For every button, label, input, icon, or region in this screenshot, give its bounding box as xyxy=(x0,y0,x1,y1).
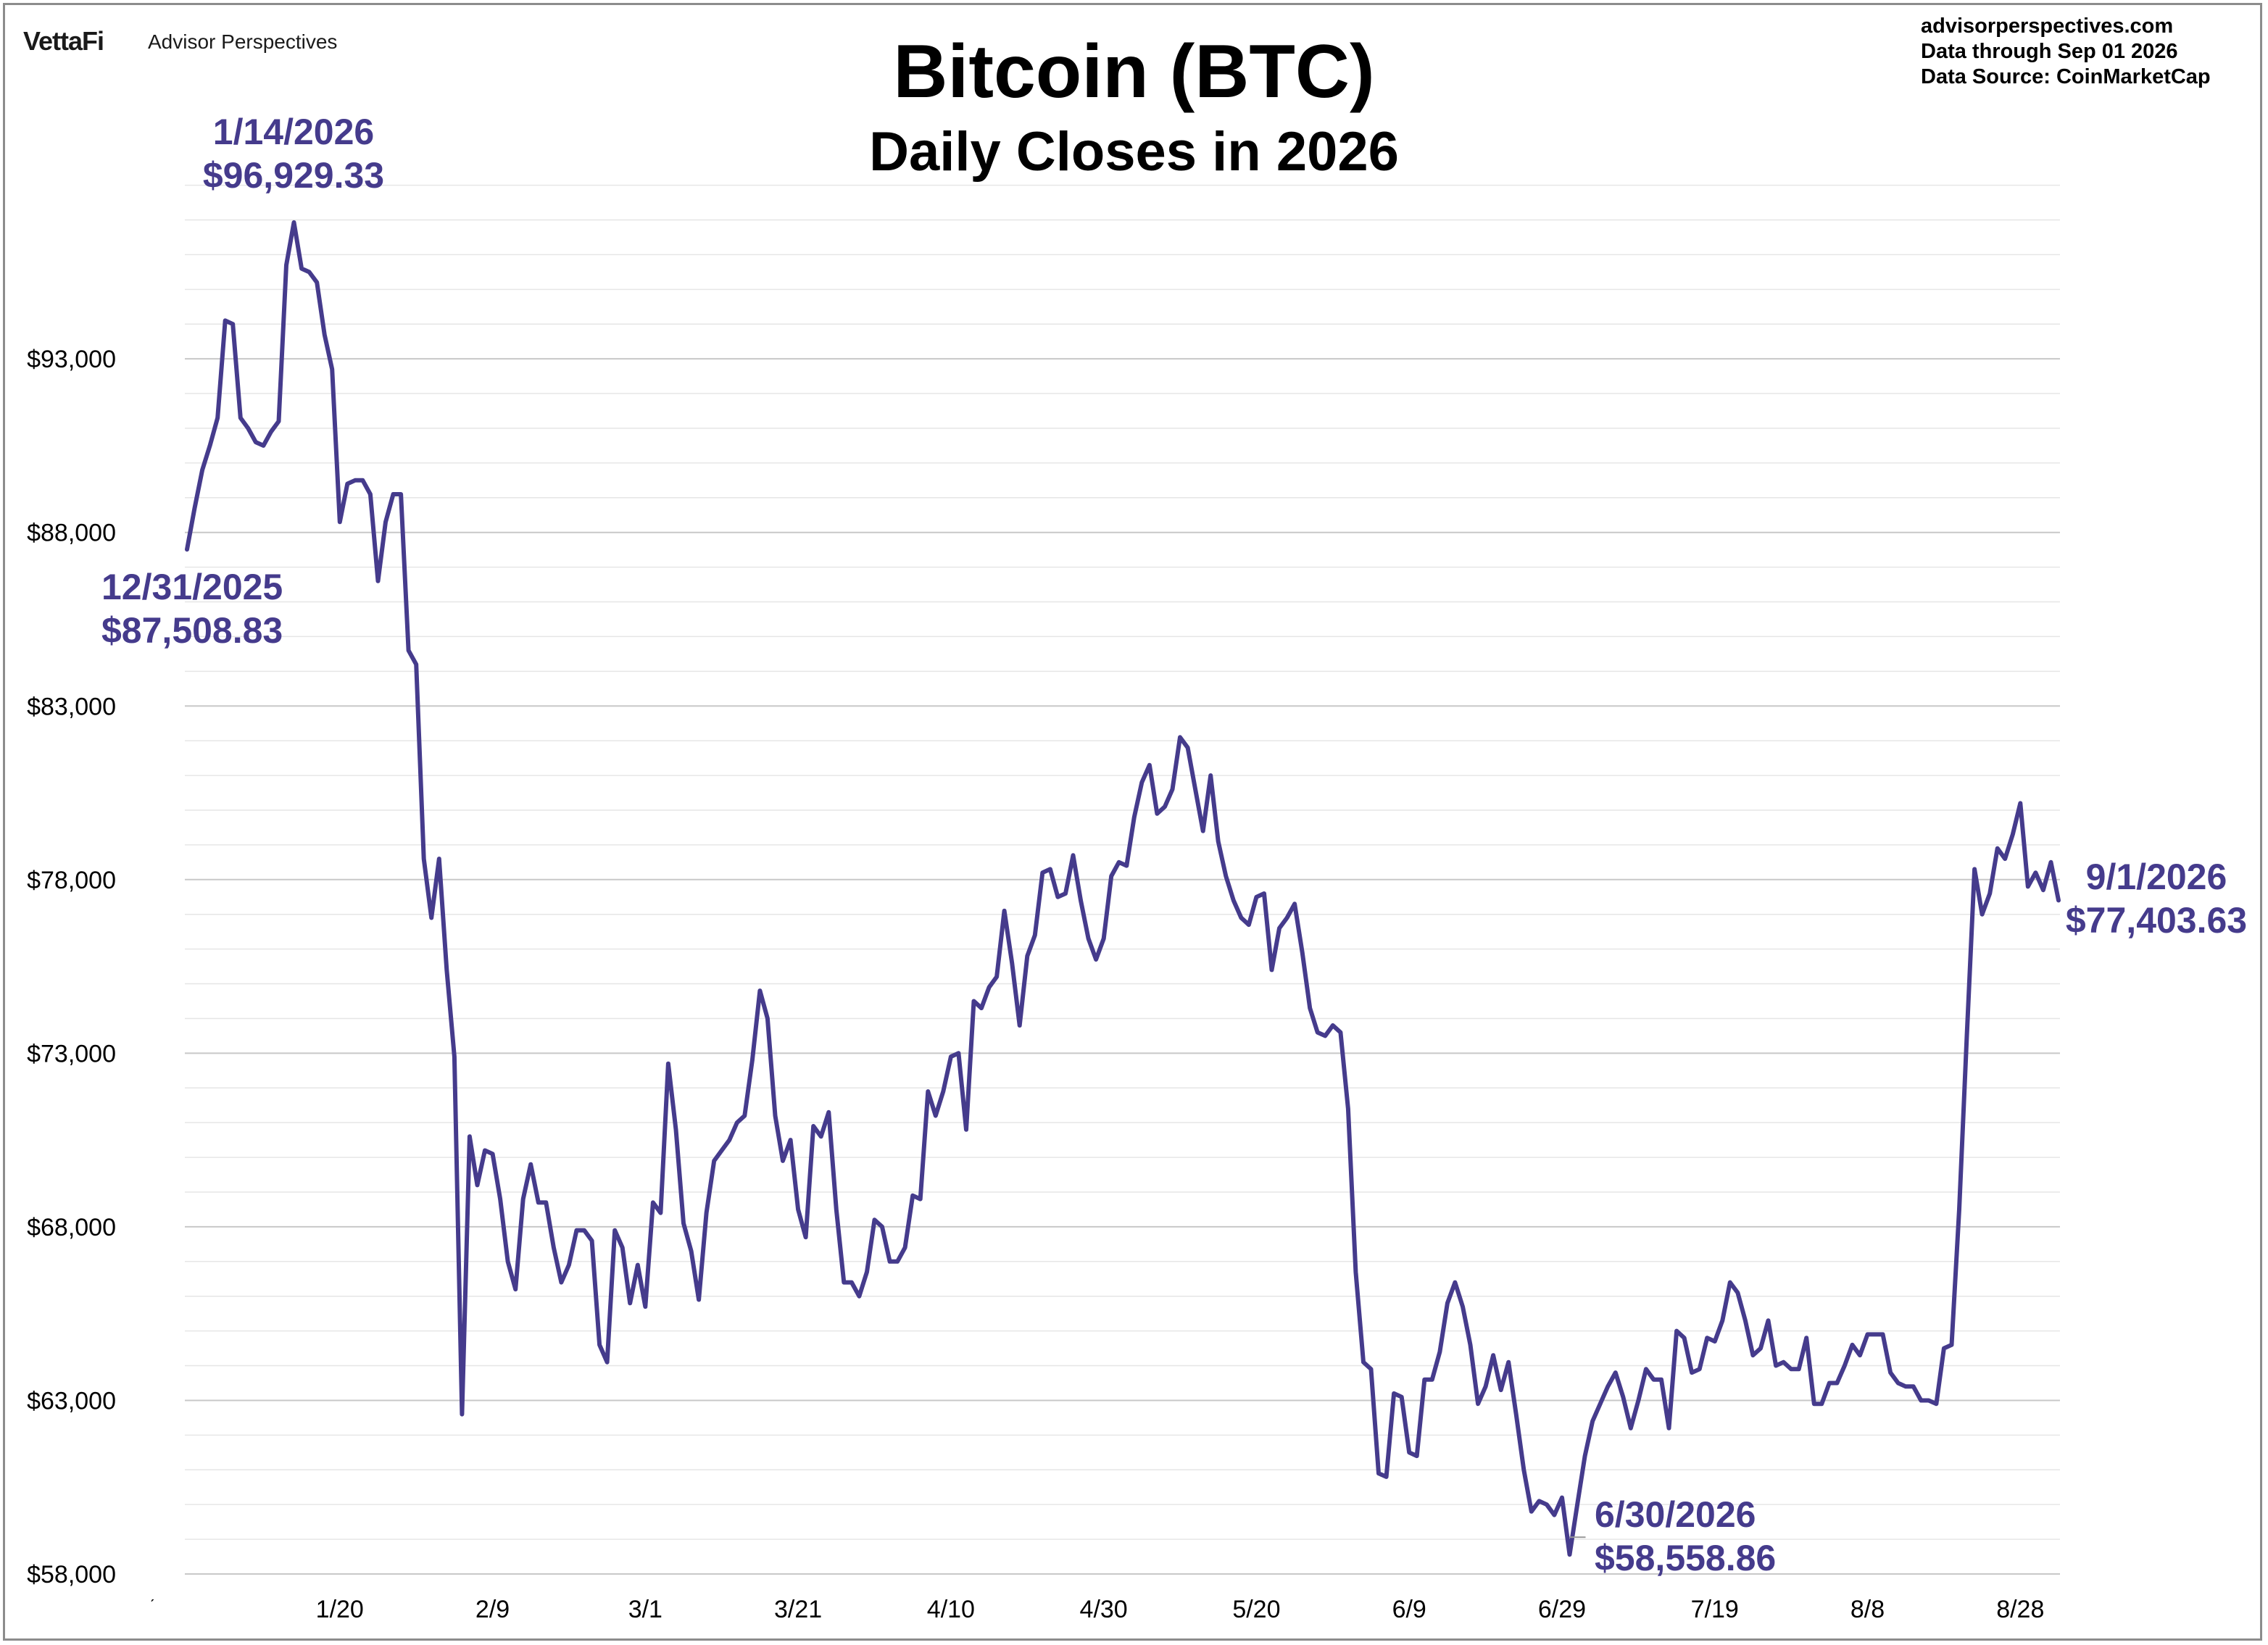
annotation-low-value: $58,558.86 xyxy=(1595,1538,1777,1578)
annotation-end: 9/1/2026 $77,403.63 xyxy=(2055,855,2258,942)
chart-title: Bitcoin (BTC) xyxy=(893,30,1375,114)
site-url: advisorperspectives.com xyxy=(1921,14,2174,38)
x-tick-label: 2/9 xyxy=(475,1596,510,1623)
x-tick-label: 8/8 xyxy=(1850,1596,1885,1623)
x-tick-label: 5/20 xyxy=(1232,1596,1280,1623)
x-tick-label: 4/10 xyxy=(927,1596,975,1623)
y-tick-label: $78,000 xyxy=(27,867,116,894)
annotation-peak-value: $96,929.33 xyxy=(202,155,385,196)
vettafi-logo: VettaFi xyxy=(23,26,104,56)
y-tick-label: $83,000 xyxy=(27,693,116,720)
x-tick-label: 4/30 xyxy=(1080,1596,1128,1623)
annotation-start-date: 12/31/2025 xyxy=(101,567,283,607)
x-tick-label: 1/20 xyxy=(316,1596,364,1623)
btc-price-line xyxy=(185,220,2061,1557)
chart-frame xyxy=(3,3,2262,1641)
annotation-start-value: $87,508.83 xyxy=(101,610,283,651)
annotation-start: 12/31/2025 $87,508.83 xyxy=(101,565,312,652)
annotation-peak-date: 1/14/2026 xyxy=(212,112,375,152)
annotation-low: 6/30/2026 $58,558.86 xyxy=(1595,1493,1812,1580)
x-tick-label: 3/21 xyxy=(774,1596,822,1623)
annotation-end-date: 9/1/2026 xyxy=(2085,857,2227,897)
annotation-peak: 1/14/2026 $96,929.33 xyxy=(185,110,402,197)
y-tick-label: $63,000 xyxy=(27,1387,116,1415)
y-tick-label: $58,000 xyxy=(27,1561,116,1588)
y-tick-label: $68,000 xyxy=(27,1214,116,1241)
x-tick-label: 8/28 xyxy=(1996,1596,2044,1623)
annotation-low-date: 6/30/2026 xyxy=(1595,1494,1756,1535)
data-source-label: Data Source: CoinMarketCap xyxy=(1921,65,2211,88)
y-tick-label: $88,000 xyxy=(27,520,116,547)
x-tick-label: 7/19 xyxy=(1691,1596,1739,1623)
x-tick-start: ˊ xyxy=(149,1596,154,1615)
x-tick-label: 6/9 xyxy=(1392,1596,1426,1623)
x-tick-label: 3/1 xyxy=(628,1596,662,1623)
y-tick-label: $93,000 xyxy=(27,346,116,373)
x-tick-label: 6/29 xyxy=(1538,1596,1586,1623)
advisor-perspectives-label: Advisor Perspectives xyxy=(148,30,338,53)
y-tick-label: $73,000 xyxy=(27,1040,116,1067)
data-through-label: Data through Sep 01 2026 xyxy=(1921,40,2178,63)
chart-subtitle: Daily Closes in 2026 xyxy=(869,121,1399,183)
annotation-end-value: $77,403.63 xyxy=(2065,900,2248,941)
